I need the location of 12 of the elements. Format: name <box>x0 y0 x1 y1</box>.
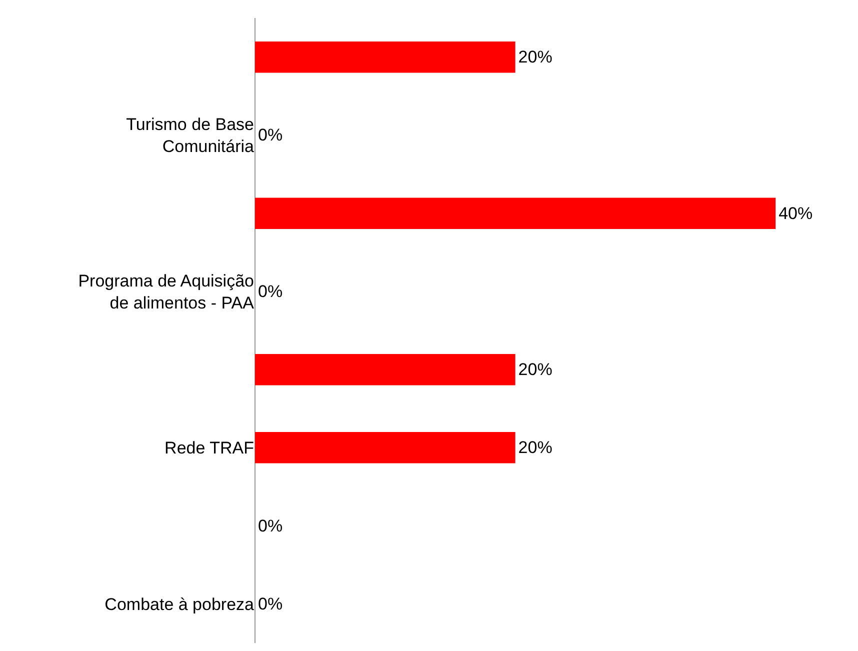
data-label: 0% <box>258 594 283 614</box>
y-tick-label: Combate à pobreza <box>104 594 255 614</box>
data-label: 20% <box>518 48 552 67</box>
y-tick-label: Turismo de Base Comunitária <box>126 115 255 156</box>
data-label: 0% <box>258 516 283 536</box>
data-label: 20% <box>518 438 552 458</box>
data-label: 40% <box>778 204 813 223</box>
data-label: 20% <box>518 360 552 380</box>
y-tick-label: Rede TRAF <box>164 438 254 458</box>
data-label: 0% <box>258 126 283 145</box>
data-label: 0% <box>258 282 283 301</box>
y-tick-label: Programa de Aquisição de alimentos - PAA <box>78 271 255 312</box>
